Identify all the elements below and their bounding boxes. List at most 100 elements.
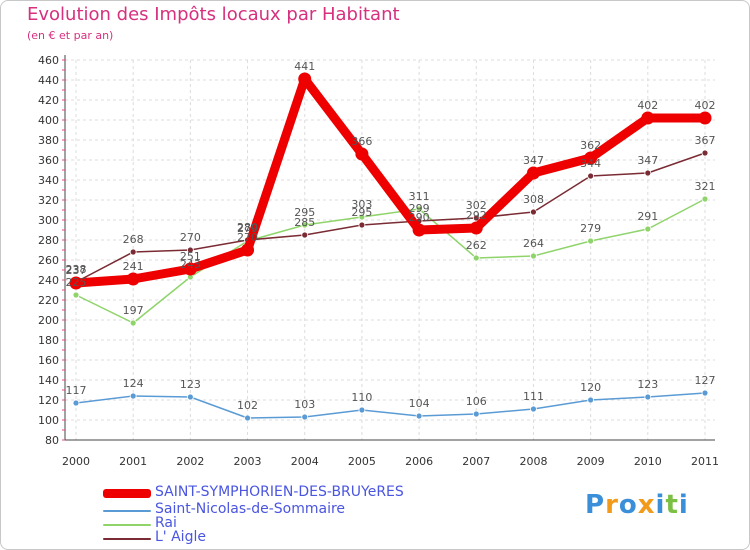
- data-point: [186, 393, 194, 401]
- legend-swatch: [103, 510, 151, 512]
- data-label: 241: [123, 260, 144, 273]
- data-point: [186, 246, 194, 254]
- logo-letter: t: [665, 490, 679, 520]
- data-label: 120: [580, 381, 601, 394]
- data-label: 285: [294, 216, 315, 229]
- data-label: 225: [66, 276, 87, 289]
- data-point: [526, 166, 540, 180]
- data-point: [126, 272, 140, 286]
- data-label: 106: [466, 395, 487, 408]
- logo-letter: o: [618, 490, 638, 520]
- data-label: 290: [409, 211, 430, 224]
- y-tick-label: 420: [38, 94, 59, 107]
- y-tick-label: 80: [45, 434, 59, 447]
- data-point: [472, 410, 480, 418]
- y-tick-label: 220: [38, 294, 59, 307]
- legend-label: SAINT-SYMPHORIEN-DES-BRUYeRES: [155, 484, 404, 500]
- x-tick-label: 2010: [634, 455, 662, 468]
- data-label: 308: [523, 193, 544, 206]
- x-tick-label: 2001: [119, 455, 147, 468]
- data-label: 362: [580, 139, 601, 152]
- data-label: 270: [237, 231, 258, 244]
- data-point: [469, 221, 483, 235]
- data-point: [701, 389, 709, 397]
- data-label: 402: [695, 99, 716, 112]
- y-tick-label: 120: [38, 394, 59, 407]
- data-point: [644, 169, 652, 177]
- x-tick-label: 2002: [176, 455, 204, 468]
- data-label: 321: [695, 180, 716, 193]
- data-point: [301, 413, 309, 421]
- y-tick-label: 140: [38, 374, 59, 387]
- legend-label: Saint-Nicolas-de-Sommaire: [155, 501, 346, 517]
- data-label: 102: [237, 399, 258, 412]
- data-point: [472, 214, 480, 222]
- data-point: [530, 405, 537, 413]
- x-tick-label: 2007: [462, 455, 490, 468]
- data-label: 347: [637, 154, 658, 167]
- data-point: [415, 205, 423, 213]
- data-label: 251: [180, 250, 201, 263]
- y-tick-label: 340: [38, 174, 59, 187]
- x-tick-label: 2000: [62, 455, 90, 468]
- data-point: [129, 319, 137, 327]
- data-label: 110: [351, 391, 372, 404]
- data-label: 123: [637, 378, 658, 391]
- x-tick-label: 2006: [405, 455, 433, 468]
- data-point: [301, 221, 309, 229]
- chart-subtitle: (en € et par an): [27, 29, 114, 42]
- data-label: 262: [466, 239, 487, 252]
- data-label: 280: [237, 221, 258, 234]
- series-line-1: [75, 392, 706, 419]
- data-label: 291: [637, 210, 658, 223]
- data-point: [530, 252, 537, 260]
- data-label: 111: [523, 390, 544, 403]
- data-point: [644, 225, 652, 233]
- data-label: 124: [123, 377, 144, 390]
- data-label: 123: [180, 378, 201, 391]
- data-label: 303: [351, 198, 372, 211]
- data-label: 264: [523, 237, 544, 250]
- data-label: 295: [294, 206, 315, 219]
- data-label: 402: [637, 99, 658, 112]
- x-tick-label: 2004: [291, 455, 319, 468]
- y-tick-label: 180: [38, 334, 59, 347]
- x-tick-label: 2003: [234, 455, 262, 468]
- series-line-3: [75, 152, 706, 283]
- y-tick-label: 240: [38, 274, 59, 287]
- data-label: 299: [409, 202, 430, 215]
- data-point: [129, 248, 137, 256]
- data-point: [244, 414, 251, 422]
- y-tick-label: 200: [38, 314, 59, 327]
- data-point: [701, 195, 709, 203]
- data-point: [587, 237, 595, 245]
- data-label: 238: [66, 263, 87, 276]
- y-tick-label: 260: [38, 254, 59, 267]
- y-tick-label: 100: [38, 414, 59, 427]
- y-tick-label: 280: [38, 234, 59, 247]
- data-label: 127: [695, 374, 716, 387]
- logo-letter: i: [678, 490, 689, 520]
- data-point: [641, 111, 655, 125]
- legend-swatch: [103, 524, 151, 526]
- data-point: [241, 243, 255, 257]
- data-label: 243: [180, 258, 201, 271]
- series-line-2: [75, 198, 706, 324]
- data-point: [698, 111, 712, 125]
- data-point: [587, 396, 595, 404]
- x-tick-label: 2009: [577, 455, 605, 468]
- data-point: [301, 231, 309, 239]
- data-label: 366: [351, 135, 372, 148]
- data-label: 347: [523, 154, 544, 167]
- logo-letter: x: [637, 490, 656, 520]
- series-line-0: [71, 74, 710, 288]
- data-label: 103: [294, 398, 315, 411]
- data-point: [415, 412, 423, 420]
- data-point: [72, 399, 80, 407]
- data-point: [530, 208, 537, 216]
- legend-label: Rai: [155, 515, 177, 531]
- data-label: 302: [466, 199, 487, 212]
- data-label: 292: [466, 209, 487, 222]
- data-label: 367: [695, 134, 716, 147]
- data-point: [129, 392, 137, 400]
